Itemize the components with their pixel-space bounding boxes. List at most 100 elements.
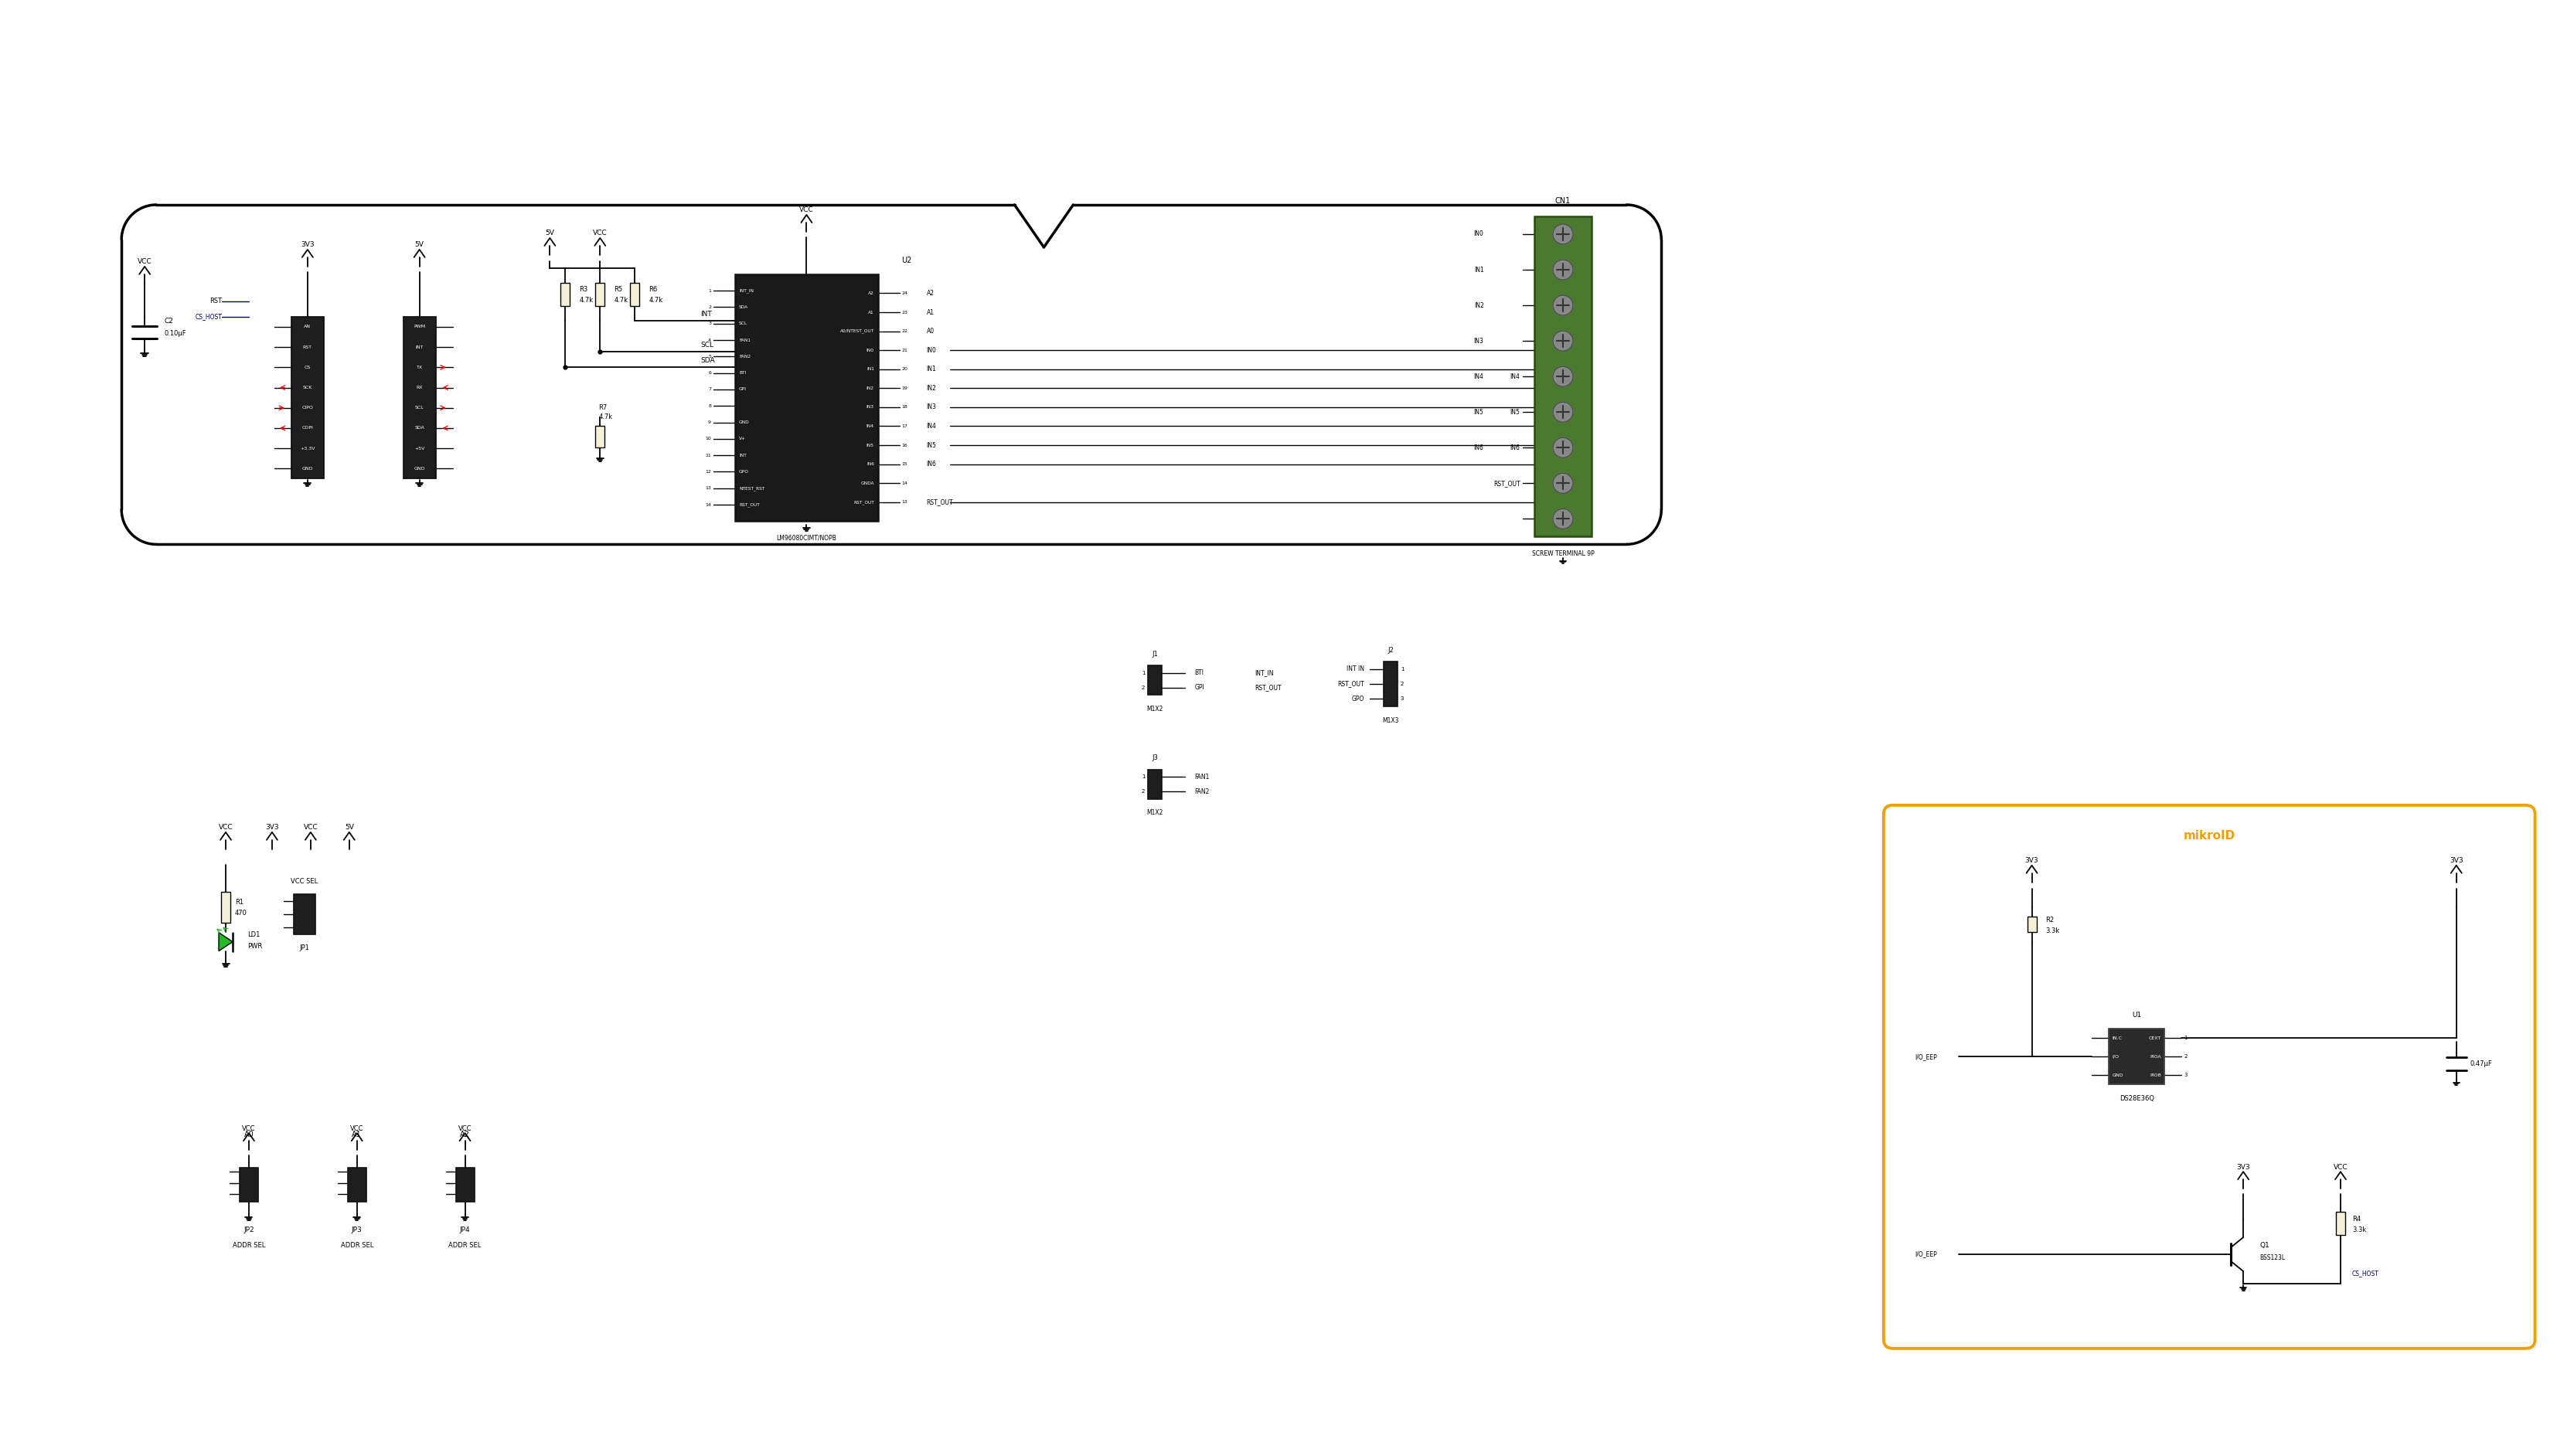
Text: R7: R7 [598, 405, 606, 411]
Text: CS: CS [304, 365, 312, 370]
Circle shape [1552, 508, 1573, 529]
Text: RST_OUT: RST_OUT [1493, 480, 1519, 486]
Text: CS_HOST: CS_HOST [194, 313, 222, 320]
Text: 1: 1 [1140, 671, 1146, 676]
Text: A1: A1 [353, 1131, 363, 1139]
Text: TX: TX [417, 365, 422, 370]
Text: 7: 7 [708, 387, 711, 392]
Text: RST: RST [210, 298, 222, 304]
Text: FAN1: FAN1 [739, 338, 752, 342]
Text: IN5: IN5 [1473, 409, 1483, 415]
Bar [629, 282, 639, 306]
Text: SDA: SDA [739, 306, 749, 309]
Text: R3: R3 [580, 287, 588, 293]
Bar [2337, 1211, 2345, 1235]
Text: R2: R2 [2046, 916, 2053, 923]
Text: JP2: JP2 [243, 1226, 253, 1233]
Text: 14: 14 [903, 482, 908, 485]
Bar [455, 1168, 473, 1201]
Text: 1: 1 [1140, 775, 1146, 779]
Text: GND: GND [2112, 1073, 2122, 1077]
Text: I/O: I/O [2112, 1054, 2120, 1059]
Text: 23: 23 [903, 310, 908, 314]
Text: R6: R6 [649, 287, 657, 293]
Text: 1: 1 [1401, 667, 1404, 671]
Text: 14: 14 [706, 502, 711, 507]
Text: LM96080CIMT/NOPB: LM96080CIMT/NOPB [777, 534, 836, 542]
Text: COPI: COPI [302, 427, 315, 430]
Text: IN6: IN6 [1473, 444, 1483, 451]
Text: 20: 20 [903, 367, 908, 371]
Text: 3: 3 [708, 322, 711, 326]
Text: 3V3: 3V3 [302, 242, 315, 249]
Text: A1: A1 [926, 309, 933, 316]
Text: 13: 13 [903, 501, 908, 504]
Bar [404, 317, 435, 479]
Text: SCK: SCK [302, 386, 312, 390]
Text: VCC: VCC [138, 258, 151, 265]
Text: 17: 17 [903, 424, 908, 428]
Text: CN1: CN1 [1555, 197, 1570, 205]
Text: LD1: LD1 [248, 932, 261, 938]
Text: 4: 4 [708, 338, 711, 342]
Text: VCC: VCC [243, 1125, 256, 1131]
Bar [294, 894, 315, 935]
Text: PWM: PWM [414, 325, 424, 329]
Text: M1X2: M1X2 [1146, 810, 1163, 817]
Text: IN1: IN1 [1473, 266, 1483, 274]
Text: INT IN: INT IN [1348, 665, 1365, 673]
Text: 13: 13 [706, 486, 711, 491]
Text: PIOB: PIOB [2150, 1073, 2161, 1077]
Text: 3V3: 3V3 [2237, 1163, 2250, 1171]
Text: 3: 3 [2184, 1073, 2186, 1077]
Text: 15: 15 [903, 462, 908, 466]
Text: 5V: 5V [545, 230, 555, 237]
Text: IN5: IN5 [867, 443, 874, 447]
Text: GND: GND [414, 467, 424, 470]
Text: A2: A2 [926, 290, 933, 297]
Text: +5V: +5V [414, 447, 424, 450]
Text: RST_OUT: RST_OUT [854, 499, 874, 504]
Text: I/O_EEP: I/O_EEP [1915, 1251, 1936, 1258]
Text: IN3: IN3 [1473, 338, 1483, 345]
Text: M1X3: M1X3 [1383, 716, 1399, 724]
Text: JP4: JP4 [460, 1226, 470, 1233]
Text: VCC: VCC [593, 230, 606, 237]
Text: 2: 2 [1140, 789, 1146, 794]
Circle shape [1552, 224, 1573, 245]
Text: 5V: 5V [345, 824, 353, 831]
Text: IN0: IN0 [1473, 230, 1483, 237]
Text: JP3: JP3 [353, 1226, 363, 1233]
Text: RST_OUT: RST_OUT [1337, 680, 1365, 687]
Text: A2: A2 [460, 1131, 470, 1139]
Text: V+: V+ [739, 437, 747, 441]
Bar [596, 282, 603, 306]
Text: I/O_EEP: I/O_EEP [1915, 1053, 1936, 1060]
Text: 2: 2 [2184, 1054, 2186, 1059]
Text: IN6: IN6 [867, 462, 874, 466]
Bar [1383, 661, 1396, 706]
Text: A0: A0 [243, 1131, 253, 1139]
Text: 3V3: 3V3 [2025, 858, 2038, 865]
Circle shape [1552, 296, 1573, 316]
Text: IN5: IN5 [926, 441, 936, 448]
Text: JP1: JP1 [299, 945, 309, 951]
Text: IN5: IN5 [1511, 409, 1519, 415]
Text: U1: U1 [2133, 1012, 2143, 1019]
Text: R5: R5 [614, 287, 621, 293]
Text: IN2: IN2 [867, 386, 874, 390]
Text: 3: 3 [1401, 696, 1404, 702]
Text: C2: C2 [164, 317, 174, 325]
Text: 22: 22 [903, 329, 908, 333]
Text: J3: J3 [1153, 754, 1158, 761]
Text: VCC: VCC [217, 824, 233, 831]
Text: 3V3: 3V3 [266, 824, 279, 831]
Text: GND: GND [739, 421, 749, 424]
Bar [1148, 770, 1161, 799]
Text: RST_OUT: RST_OUT [739, 502, 759, 507]
Text: PIOA: PIOA [2150, 1054, 2161, 1059]
Text: 1: 1 [2184, 1035, 2186, 1041]
Text: BTI: BTI [1194, 670, 1204, 676]
Text: INT: INT [739, 453, 747, 457]
Text: PWR: PWR [248, 943, 263, 949]
